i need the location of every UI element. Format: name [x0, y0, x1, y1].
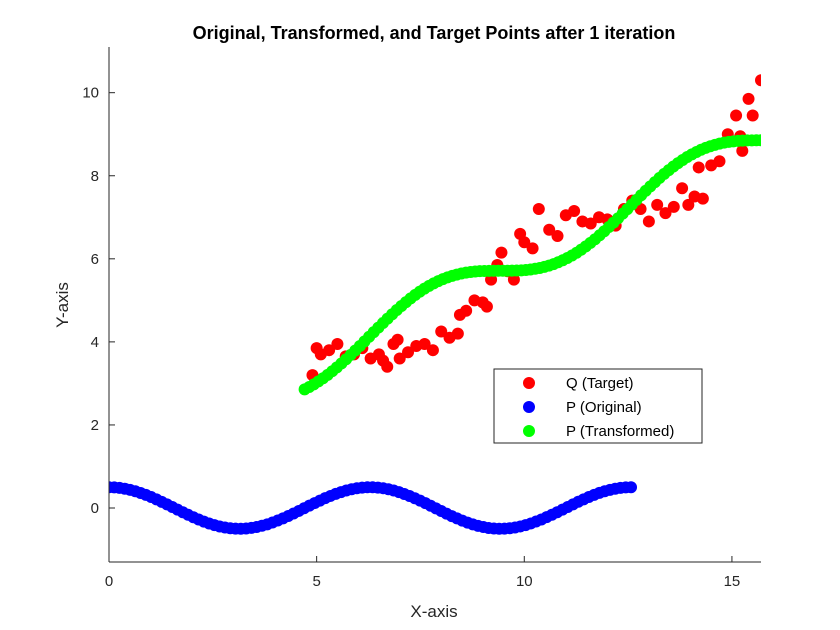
target-point — [742, 92, 755, 105]
x-tick-label: 0 — [105, 573, 113, 590]
target-point — [543, 223, 556, 236]
target-point — [667, 200, 680, 213]
target-point — [682, 198, 695, 211]
target-point — [435, 325, 448, 338]
target-point — [451, 327, 464, 340]
target-point — [730, 109, 743, 122]
target-point — [713, 155, 726, 168]
transformed-point — [755, 134, 761, 147]
series-original — [109, 481, 638, 535]
target-point — [323, 344, 336, 357]
target-point — [651, 198, 664, 211]
x-tick-label: 10 — [516, 573, 533, 590]
target-point — [518, 236, 531, 249]
x-tick-label: 15 — [724, 573, 741, 590]
target-point — [418, 337, 431, 350]
y-tick-label: 8 — [91, 168, 99, 185]
x-axis-label: X-axis — [410, 602, 457, 621]
target-point — [460, 304, 473, 317]
target-point — [526, 242, 539, 255]
x-tick-label: 5 — [312, 573, 320, 590]
target-point — [532, 202, 545, 215]
legend-entry: Q (Target) — [566, 375, 634, 392]
target-point — [402, 346, 415, 359]
target-point — [746, 109, 759, 122]
target-point — [736, 144, 749, 157]
target-point — [391, 333, 404, 346]
target-point — [568, 205, 581, 218]
legend-entry: P (Original) — [566, 399, 642, 416]
target-point — [584, 217, 597, 230]
target-point — [495, 246, 508, 259]
y-tick-label: 10 — [82, 85, 99, 102]
legend: Q (Target) P (Original) P (Transformed) — [493, 368, 703, 444]
target-point — [480, 300, 493, 313]
target-point — [551, 229, 564, 242]
axes: 0 5 10 15 0 2 4 6 8 10 — [82, 47, 761, 590]
y-axis-label: Y-axis — [53, 282, 72, 328]
target-point — [642, 215, 655, 228]
chart-title: Original, Transformed, and Target Points… — [193, 23, 676, 43]
legend-marker — [523, 377, 535, 389]
target-point — [755, 74, 761, 87]
target-point — [676, 182, 689, 195]
y-tick-label: 6 — [91, 251, 99, 268]
target-point — [331, 337, 344, 350]
legend-marker — [523, 401, 535, 413]
target-point — [393, 352, 406, 365]
target-point — [507, 273, 520, 286]
series-transformed — [298, 134, 761, 396]
original-point — [625, 481, 638, 494]
y-tick-label: 0 — [91, 500, 99, 517]
y-tick-label: 2 — [91, 417, 99, 434]
y-tick-label: 4 — [91, 334, 99, 351]
target-point — [659, 207, 672, 220]
plot-area — [109, 74, 761, 535]
target-point — [381, 360, 394, 373]
target-point — [426, 344, 439, 357]
target-point — [692, 161, 705, 174]
target-point — [696, 192, 709, 205]
legend-entry: P (Transformed) — [566, 423, 674, 440]
legend-marker — [523, 425, 535, 437]
